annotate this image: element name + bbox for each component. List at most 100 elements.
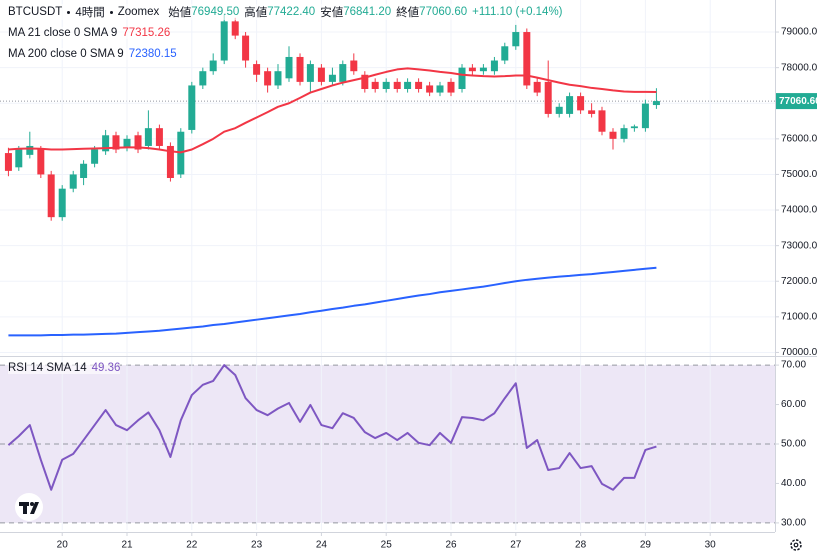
- gear-hub[interactable]: [793, 542, 799, 548]
- open-label: 始値: [168, 7, 192, 19]
- y-tick-label: 70.00: [781, 360, 806, 371]
- candle-body: [155, 128, 163, 146]
- y-tick-label: 78000.00: [781, 62, 817, 73]
- candle-body: [652, 101, 660, 106]
- logo-part: [23, 502, 27, 514]
- candle-body: [512, 32, 520, 47]
- separator-dot: [67, 10, 71, 14]
- candle-body: [598, 110, 606, 132]
- last-price-label: 77060.60: [779, 96, 817, 107]
- low-label: 安値: [320, 7, 344, 19]
- logo-circle: [15, 493, 43, 521]
- candle-body: [264, 71, 272, 86]
- rsi-value: 49.36: [91, 362, 121, 374]
- y-tick-label: 74000.00: [781, 205, 817, 216]
- candle-body: [533, 81, 541, 93]
- settings-button[interactable]: [790, 539, 802, 551]
- candle-body: [382, 81, 390, 89]
- y-tick-label: 71000.00: [781, 311, 817, 322]
- gear-outline[interactable]: [790, 539, 802, 551]
- candle-body: [393, 81, 401, 89]
- candle-body: [426, 85, 434, 93]
- x-tick-label: 22: [186, 540, 198, 551]
- background-layer: [0, 0, 775, 530]
- candle-body: [166, 145, 174, 178]
- y-tick-label: 60.00: [781, 399, 806, 410]
- x-tick-label: 21: [121, 540, 133, 551]
- candle-body: [209, 60, 217, 72]
- ma21-value: 77315.26: [122, 27, 171, 39]
- ma200-name: MA 200 close 0 SMA 9: [8, 48, 124, 60]
- candle-body: [285, 56, 293, 79]
- close-label: 終値: [396, 7, 420, 19]
- y-tick-label: 72000.00: [781, 276, 817, 287]
- candle-body: [468, 67, 476, 72]
- low-value: 76841.20: [343, 6, 392, 18]
- candle-body: [490, 60, 498, 72]
- x-tick-label: 26: [445, 540, 457, 551]
- candle-body: [4, 153, 12, 171]
- x-tick-label: 30: [705, 540, 717, 551]
- candle-body: [112, 135, 120, 150]
- logo-part: [30, 502, 39, 514]
- candle-body: [317, 67, 325, 82]
- candle-body: [91, 149, 99, 164]
- candle-body: [253, 64, 261, 75]
- candle-body: [231, 21, 239, 36]
- candle-body: [588, 110, 596, 114]
- logo-part: [30, 502, 34, 506]
- y-tick-label: 30.00: [781, 518, 806, 529]
- ma200-legend[interactable]: MA 200 close 0 SMA 9 72380.15: [8, 48, 177, 60]
- candle-body: [577, 96, 585, 111]
- rsi-legend[interactable]: RSI 14 SMA 14 49.36: [8, 362, 121, 374]
- candle-body: [220, 21, 228, 61]
- high-value: 77422.40: [267, 6, 316, 18]
- symbol-legend: BTCUSDT 4時間 Zoomex 始値 76949.50 高値 77422.40…: [8, 4, 563, 20]
- candle-body: [361, 74, 369, 89]
- open-value: 76949.50: [191, 6, 240, 18]
- y-tick-label: 79000.00: [781, 27, 817, 38]
- symbol[interactable]: BTCUSDT: [8, 6, 63, 18]
- y-tick-label: 50.00: [781, 439, 806, 450]
- x-tick-label: 25: [381, 540, 393, 551]
- watermark-logo: [15, 493, 43, 521]
- y-tick-label: 75000.00: [781, 169, 817, 180]
- candle-body: [458, 67, 466, 89]
- candle-body: [328, 74, 336, 82]
- candle-body: [566, 96, 574, 114]
- candle-body: [350, 60, 358, 72]
- candle-body: [630, 126, 638, 129]
- candle-body: [555, 106, 563, 114]
- ma21-legend[interactable]: MA 21 close 0 SMA 9 77315.26: [8, 27, 171, 39]
- candle-body: [544, 81, 552, 114]
- candle-body: [123, 138, 131, 148]
- candle-body: [523, 32, 531, 86]
- interval[interactable]: 4時間: [75, 7, 105, 19]
- ma21-name: MA 21 close 0 SMA 9: [8, 27, 118, 39]
- x-tick-label: 28: [575, 540, 587, 551]
- x-tick-label: 23: [251, 540, 263, 551]
- change-value: +111.10 (+0.14%): [472, 6, 563, 18]
- candle-body: [188, 85, 196, 130]
- candle-body: [371, 81, 379, 89]
- candle-body: [339, 64, 347, 82]
- candle-body: [479, 67, 487, 72]
- candle-body: [242, 35, 250, 61]
- x-tick-label: 27: [510, 540, 522, 551]
- candle-body: [274, 71, 282, 86]
- candle-body: [641, 103, 649, 129]
- ma200-value: 72380.15: [128, 48, 177, 60]
- candle-body: [436, 85, 444, 93]
- x-tick-label: 29: [640, 540, 652, 551]
- x-tick-label: 24: [316, 540, 328, 551]
- series-line: [8, 67, 657, 154]
- y-tick-label: 40.00: [781, 478, 806, 489]
- candle-body: [199, 71, 207, 86]
- high-label: 高値: [244, 7, 268, 19]
- candle-body: [404, 81, 412, 89]
- close-value: 77060.60: [419, 6, 468, 18]
- last-price-box: [776, 93, 817, 110]
- candle-body: [306, 64, 314, 82]
